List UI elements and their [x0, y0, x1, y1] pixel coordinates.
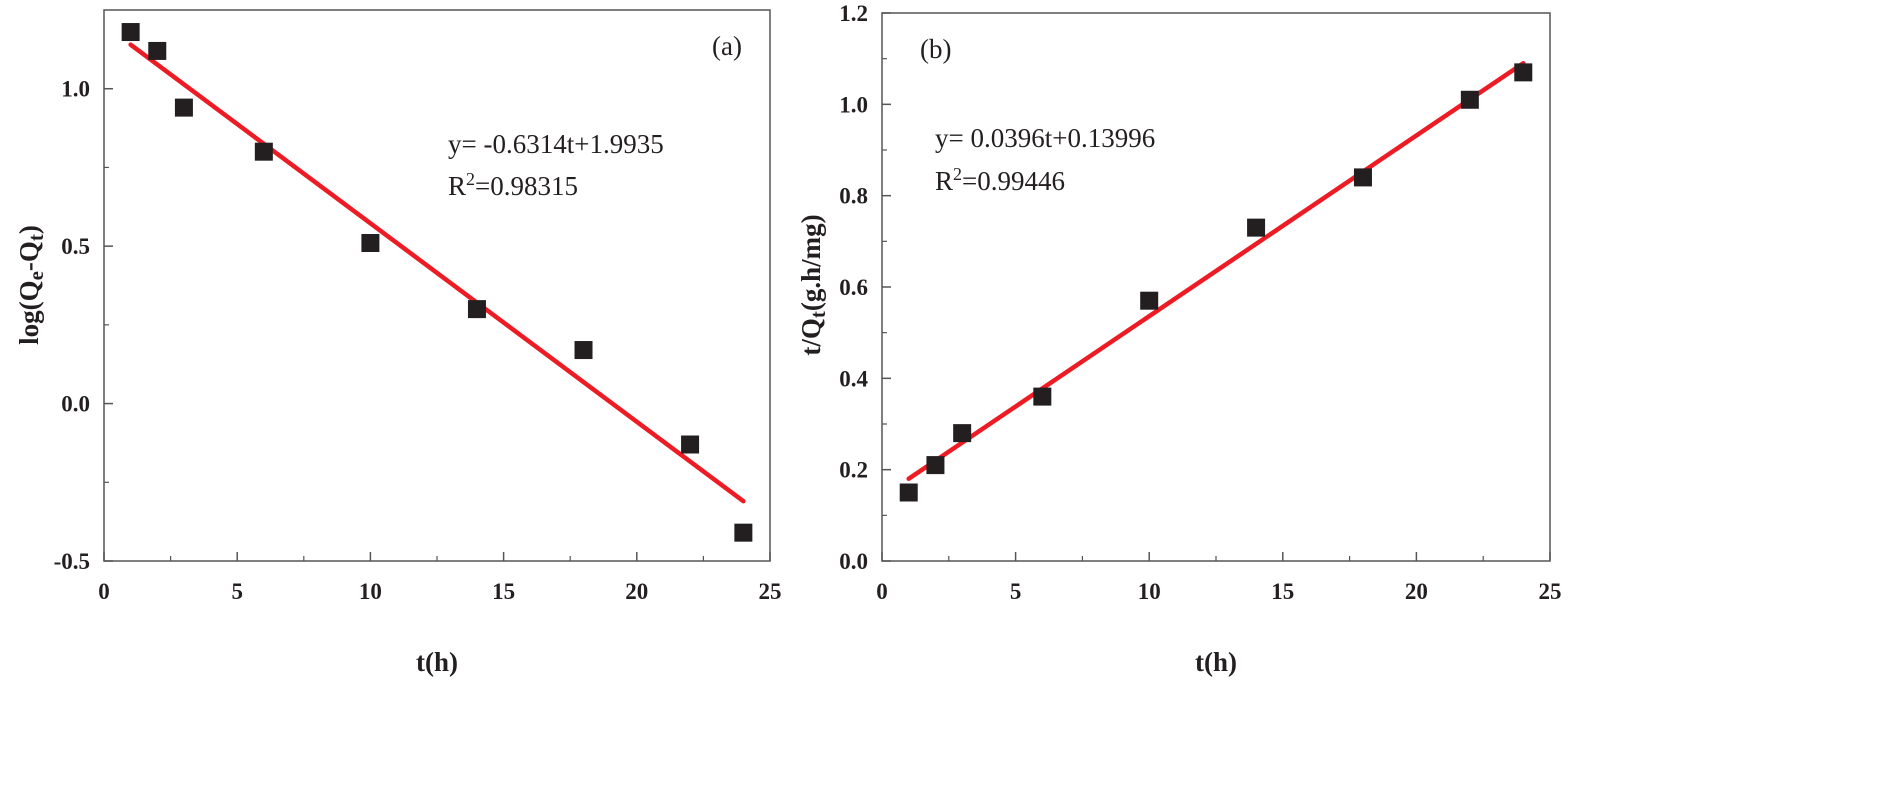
- panel-label: (a): [712, 31, 742, 61]
- y-axis-label-part: e: [24, 271, 48, 280]
- x-tick-label: 25: [759, 579, 782, 604]
- y-tick-label: 0.2: [839, 458, 868, 483]
- data-point: [1460, 90, 1479, 109]
- data-point: [121, 23, 140, 42]
- y-tick-label: 1.0: [839, 92, 868, 117]
- r-squared-prefix: R: [935, 166, 953, 196]
- chart-panel-b: 0 5 10 15 20 250.00.20.40.60.81.01.2t(h)t/Qt(…: [796, 1, 1562, 677]
- data-point: [1353, 168, 1372, 187]
- data-point: [254, 142, 273, 161]
- y-tick-label: 0.4: [839, 366, 868, 391]
- chart-panel-a: 0 5 10 15 20 25 -0.5 0.0 0.5 1.0 t(h) log(Qe-Qt) y= …: [14, 9, 782, 677]
- x-tick-label: 20: [1405, 579, 1428, 604]
- plot-frame: [881, 12, 1551, 562]
- y-axis-label-part: t: [24, 234, 48, 241]
- data-point: [681, 435, 700, 454]
- y-axis-label: log(Qe-Qt): [14, 225, 48, 345]
- r-squared: R2=0.99446: [935, 164, 1065, 196]
- data-point: [148, 41, 167, 60]
- y-tick-label: 0.0: [61, 392, 90, 417]
- y-axis-label-part: t/Q: [796, 318, 826, 356]
- x-tick-label: 5: [231, 579, 243, 604]
- r-squared-sup: 2: [953, 164, 962, 184]
- x-tick-label: 10: [359, 579, 382, 604]
- fit-equation: y= 0.0396t+0.13996: [935, 123, 1155, 153]
- x-tick-label: 15: [492, 579, 515, 604]
- y-tick-label: 1.2: [839, 1, 868, 26]
- x-tick-label: 25: [1539, 579, 1562, 604]
- y-tick-label: 0.0: [839, 549, 868, 574]
- data-point: [1514, 63, 1533, 82]
- y-axis-label-part: ): [14, 225, 44, 234]
- y-axis-label: t/Qt(g.h/mg): [796, 214, 830, 355]
- y-tick-label: 0.6: [839, 275, 868, 300]
- x-axis-label: t(h): [1195, 647, 1237, 677]
- data-point: [953, 424, 972, 443]
- data-point: [1033, 387, 1052, 406]
- r-squared-sup: 2: [466, 169, 475, 189]
- y-axis-label-part: (g.h/mg): [796, 214, 826, 311]
- y-tick-label: -0.5: [54, 549, 90, 574]
- plot-frame: [103, 9, 771, 562]
- data-point: [174, 98, 193, 117]
- data-point: [361, 233, 380, 252]
- r-squared: R2=0.98315: [448, 169, 578, 201]
- fit-line: [906, 60, 1526, 482]
- y-axis-label-part: -Q: [14, 241, 44, 271]
- r-squared-value: =0.99446: [962, 166, 1065, 196]
- r-squared-prefix: R: [448, 171, 466, 201]
- data-point: [926, 456, 945, 475]
- y-tick-label: 1.0: [61, 77, 90, 102]
- data-point: [574, 341, 593, 360]
- r-squared-value: =0.98315: [475, 171, 578, 201]
- x-tick-label: 0: [876, 579, 888, 604]
- x-tick-label: 20: [625, 579, 648, 604]
- data-point: [1247, 218, 1266, 237]
- data-point: [899, 483, 918, 502]
- x-tick-label: 5: [1010, 579, 1022, 604]
- y-axis-label-part: t: [806, 311, 830, 318]
- x-tick-label: 0: [98, 579, 110, 604]
- data-point: [734, 523, 753, 542]
- fit-equation: y= -0.6314t+1.9935: [448, 129, 664, 159]
- data-point: [467, 300, 486, 319]
- fit-line: [128, 42, 746, 504]
- x-axis-label: t(h): [416, 647, 458, 677]
- x-tick-label: 15: [1271, 579, 1294, 604]
- y-tick-label: 0.8: [839, 184, 868, 209]
- y-axis-label-part: log(Q: [14, 280, 44, 345]
- data-point: [1140, 291, 1159, 310]
- panel-label: (b): [920, 34, 951, 64]
- x-tick-label: 10: [1138, 579, 1161, 604]
- y-tick-label: 0.5: [61, 234, 90, 259]
